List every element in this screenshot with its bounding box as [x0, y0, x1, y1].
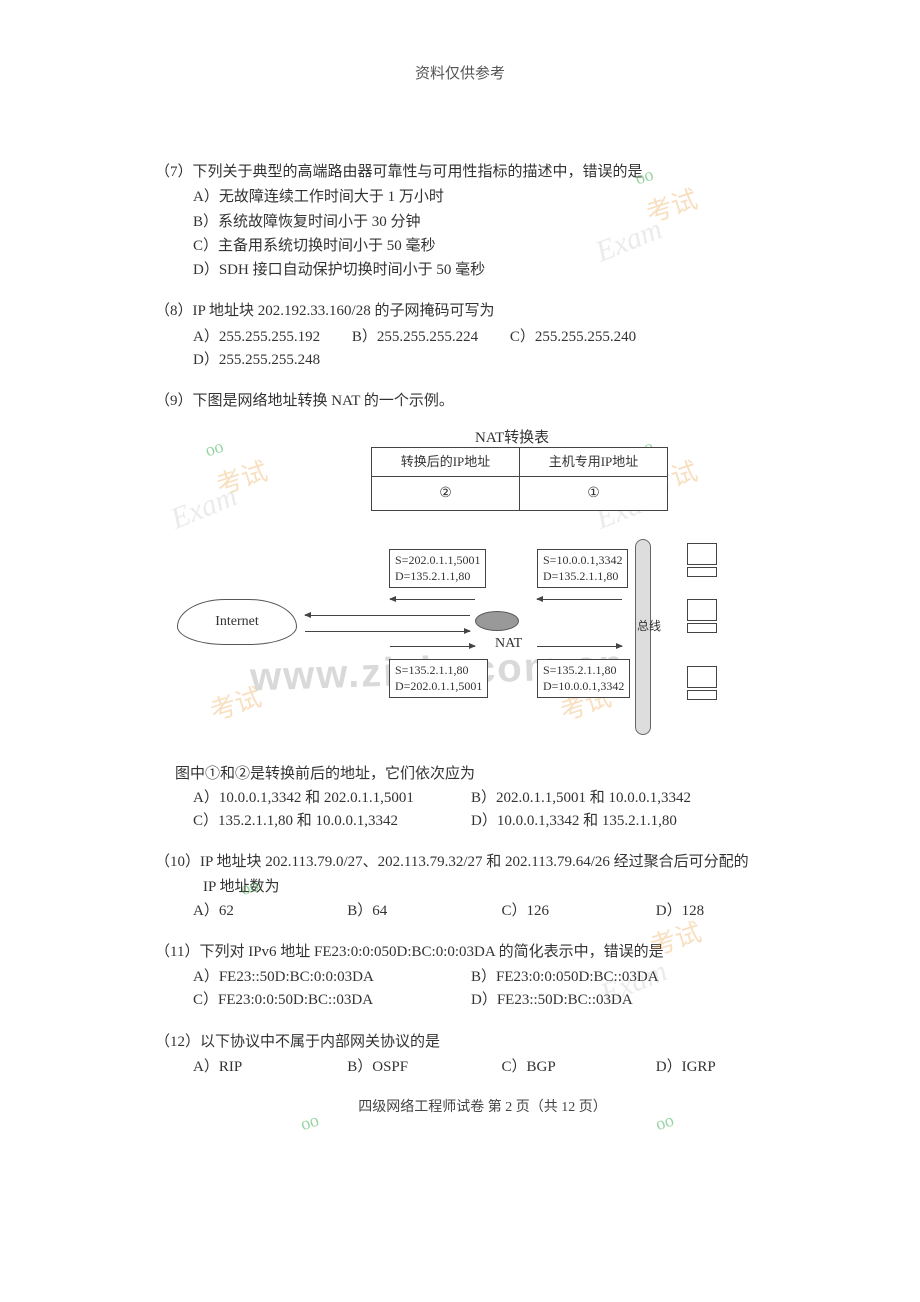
arrow-icon [390, 646, 475, 647]
q12-opt-a: A）RIP [193, 1056, 347, 1079]
q9-opt-b: B）202.0.1.1,5001 和 10.0.0.1,3342 [471, 787, 691, 810]
question-11: （11）下列对 IPv6 地址 FE23:0:0:050D:BC:0:0:03D… [155, 941, 810, 1013]
q7-opt-a: A）无故障连续工作时间大于 1 万小时 [193, 186, 810, 209]
internet-cloud: Internet [177, 599, 297, 645]
q8-opt-b: B）255.255.255.224 [352, 326, 478, 349]
question-8: （8）IP 地址块 202.192.33.160/28 的子网掩码可写为 A）2… [155, 300, 810, 372]
q9-opt-a: A）10.0.0.1,3342 和 202.0.1.1,5001 [193, 787, 471, 810]
q7-stem: （7）下列关于典型的高端路由器可靠性与可用性指标的描述中，错误的是 [155, 161, 810, 184]
q11-stem: （11）下列对 IPv6 地址 FE23:0:0:050D:BC:0:0:03D… [155, 941, 810, 964]
nat-table: 转换后的IP地址 主机专用IP地址 ② ① [371, 447, 668, 511]
q8-opt-c: C）255.255.255.240 [510, 326, 636, 349]
q9-opt-d: D）10.0.0.1,3342 和 135.2.1.1,80 [471, 810, 677, 833]
q12-opt-b: B）OSPF [347, 1056, 501, 1079]
q11-opt-a: A）FE23::50D:BC:0:0:03DA [193, 966, 471, 989]
pc-icon [673, 599, 721, 639]
nat-col2-header: 主机专用IP地址 [520, 448, 668, 477]
packet-bottom-right: S=135.2.1.1,80D=10.0.0.1,3342 [537, 659, 630, 698]
nat-router-icon [475, 611, 519, 631]
q8-opt-a: A）255.255.255.192 [193, 326, 320, 349]
packet-top-right: S=10.0.0.1,3342D=135.2.1.1,80 [537, 549, 628, 588]
q10-stem2: IP 地址数为 [155, 876, 810, 899]
nat-val2: ① [520, 477, 668, 511]
question-9: （9）下图是网络地址转换 NAT 的一个示例。 NAT转换表 转换后的IP地址 … [155, 390, 810, 833]
q11-opt-c: C）FE23:0:0:50D:BC::03DA [193, 989, 471, 1012]
page-header: 资料仅供参考 [0, 0, 920, 83]
q10-opt-b: B）64 [347, 900, 501, 923]
arrow-icon [537, 646, 622, 647]
q8-opt-d: D）255.255.255.248 [193, 349, 320, 372]
nat-val1: ② [372, 477, 520, 511]
q10-opt-c: C）126 [502, 900, 656, 923]
exam-content: oo考试 Exam oo考试 Exam oo考试 Exam www.zixin.… [0, 83, 920, 1119]
q9-sub-stem: 图中①和②是转换前后的地址，它们依次应为 [155, 763, 810, 786]
q12-stem: （12）以下协议中不属于内部网关协议的是 [155, 1031, 810, 1054]
q11-opt-b: B）FE23:0:0:050D:BC::03DA [471, 966, 659, 989]
nat-col1-header: 转换后的IP地址 [372, 448, 520, 477]
q7-opt-c: C）主备用系统切换时间小于 50 毫秒 [193, 235, 810, 258]
question-12: （12）以下协议中不属于内部网关协议的是 A）RIP B）OSPF C）BGP … [155, 1031, 810, 1080]
q7-opt-b: B）系统故障恢复时间小于 30 分钟 [193, 211, 810, 234]
packet-bottom-left: S=135.2.1.1,80D=202.0.1.1,5001 [389, 659, 488, 698]
nat-diagram: NAT转换表 转换后的IP地址 主机专用IP地址 ② ① S=202.0.1.1… [175, 421, 760, 751]
q10-opt-a: A）62 [193, 900, 347, 923]
nat-label: NAT [495, 633, 522, 655]
packet-top-left: S=202.0.1.1,5001D=135.2.1.1,80 [389, 549, 486, 588]
question-7: （7）下列关于典型的高端路由器可靠性与可用性指标的描述中，错误的是 A）无故障连… [155, 161, 810, 282]
q11-opt-d: D）FE23::50D:BC::03DA [471, 989, 633, 1012]
arrow-icon [305, 615, 470, 616]
page-footer: 四级网络工程师试卷 第 2 页（共 12 页） [155, 1097, 810, 1119]
bus-line [635, 539, 651, 735]
q12-opt-d: D）IGRP [656, 1056, 810, 1079]
pc-icon [673, 543, 721, 583]
arrow-icon [390, 599, 475, 600]
q10-opt-d: D）128 [656, 900, 810, 923]
question-10: （10）IP 地址块 202.113.79.0/27、202.113.79.32… [155, 851, 810, 923]
q9-stem: （9）下图是网络地址转换 NAT 的一个示例。 [155, 390, 810, 413]
arrow-icon [537, 599, 622, 600]
q9-opt-c: C）135.2.1.1,80 和 10.0.0.1,3342 [193, 810, 471, 833]
bus-label: 总线 [637, 617, 661, 636]
arrow-icon [305, 631, 470, 632]
q7-opt-d: D）SDH 接口自动保护切换时间小于 50 毫秒 [193, 259, 810, 282]
q8-stem: （8）IP 地址块 202.192.33.160/28 的子网掩码可写为 [155, 300, 810, 323]
q10-stem: （10）IP 地址块 202.113.79.0/27、202.113.79.32… [155, 851, 810, 874]
q12-opt-c: C）BGP [502, 1056, 656, 1079]
pc-icon [673, 666, 721, 706]
